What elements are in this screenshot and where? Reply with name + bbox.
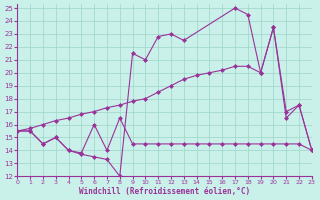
X-axis label: Windchill (Refroidissement éolien,°C): Windchill (Refroidissement éolien,°C) [79,187,250,196]
